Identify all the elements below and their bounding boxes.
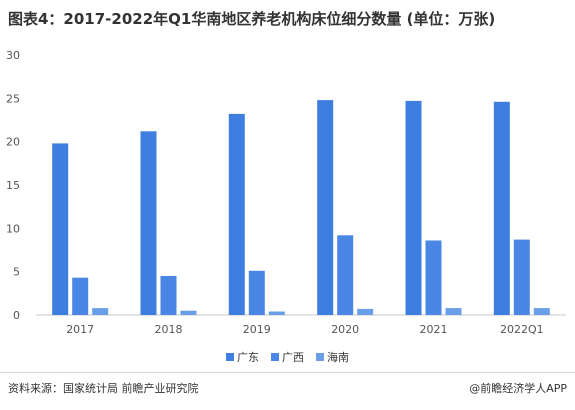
legend: 广东 广西 海南: [0, 349, 575, 365]
x-tick-label: 2017: [66, 323, 94, 336]
bar-海南-2017: [92, 308, 109, 315]
bars: [52, 100, 550, 316]
y-tick-label: 30: [6, 49, 20, 62]
x-tick-label: 2021: [420, 323, 448, 336]
y-tick-label: 25: [6, 92, 20, 105]
y-tick-label: 0: [13, 309, 20, 322]
legend-item: 广东: [226, 349, 259, 365]
source-note: 资料来源：国家统计局 前瞻产业研究院: [8, 382, 199, 395]
bar-广西-2017: [72, 277, 89, 315]
bar-广东-2020: [317, 100, 334, 315]
legend-label: 海南: [327, 351, 349, 364]
bar-广西-2018: [160, 276, 177, 315]
x-tick-label: 2022Q1: [500, 323, 544, 336]
bar-广东-2021: [405, 100, 422, 316]
y-tick-label: 5: [13, 266, 20, 279]
bar-广西-2021: [425, 240, 442, 315]
x-tick-label: 2020: [331, 323, 359, 336]
bar-海南-2018: [180, 310, 197, 315]
bar-广东-2017: [52, 143, 69, 315]
legend-swatch: [316, 353, 324, 361]
brand-note: @前瞻经济学人APP: [469, 382, 567, 395]
bar-广西-2022Q1: [513, 239, 530, 315]
y-axis-ticks: 0 5 10 15 20 25 30: [6, 49, 20, 322]
bar-广东-2019: [228, 113, 245, 316]
bar-chart: 0 5 10 15 20 25 30 2017 2018 2019 2020 2021 2022Q1: [6, 49, 566, 336]
bar-海南-2020: [357, 308, 374, 315]
bar-海南-2022Q1: [533, 308, 550, 315]
x-tick-label: 2019: [243, 323, 271, 336]
y-tick-label: 10: [6, 222, 20, 235]
bar-广西-2019: [248, 270, 265, 315]
chart-title: 图表4：2017-2022年Q1华南地区养老机构床位细分数量 (单位：万张): [8, 10, 496, 28]
y-tick-label: 15: [6, 179, 20, 192]
legend-swatch: [271, 353, 279, 361]
bar-广西-2020: [337, 235, 354, 315]
bar-广东-2018: [140, 131, 157, 315]
footer-divider: [0, 372, 575, 373]
bar-海南-2019: [268, 311, 285, 315]
legend-item: 海南: [316, 349, 349, 365]
legend-label: 广西: [282, 351, 304, 364]
bar-广东-2022Q1: [493, 101, 510, 315]
bar-海南-2021: [445, 308, 462, 315]
legend-label: 广东: [237, 351, 259, 364]
legend-item: 广西: [271, 349, 304, 365]
x-axis-labels: 2017 2018 2019 2020 2021 2022Q1: [66, 323, 543, 336]
y-tick-label: 20: [6, 136, 20, 149]
legend-swatch: [226, 353, 234, 361]
x-tick-label: 2018: [155, 323, 183, 336]
